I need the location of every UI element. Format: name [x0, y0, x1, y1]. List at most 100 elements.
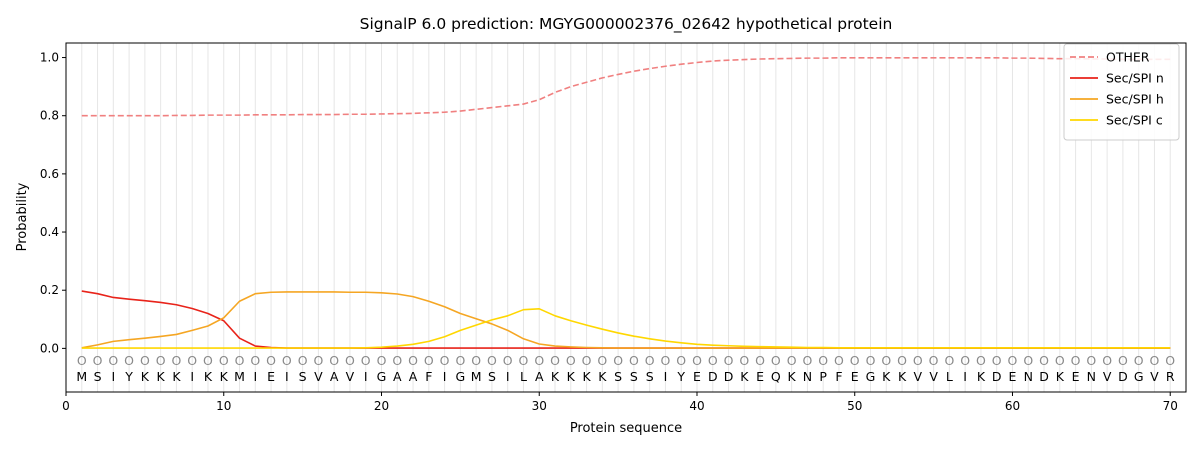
sequence-residue: K [898, 369, 907, 384]
predicted-label: O [313, 353, 323, 368]
sequence-residue: S [614, 369, 622, 384]
sequence-residue: Q [771, 369, 781, 384]
sequence-residue: I [963, 369, 967, 384]
sequence-residue: K [157, 369, 166, 384]
predicted-label: O [250, 353, 260, 368]
sequence-residue: A [330, 369, 339, 384]
sequence-residue: S [299, 369, 307, 384]
predicted-label: O [1150, 353, 1160, 368]
predicted-label: O [503, 353, 513, 368]
sequence-residue: A [535, 369, 544, 384]
sequence-residue: K [220, 369, 229, 384]
sequence-residue: K [551, 369, 560, 384]
predicted-label: O [282, 353, 292, 368]
sequence-residue: E [756, 369, 764, 384]
predicted-label: O [834, 353, 844, 368]
legend-box [1063, 43, 1180, 141]
sequence-residue: S [488, 369, 496, 384]
predicted-label: O [550, 353, 560, 368]
sequence-residue: V [346, 369, 355, 384]
predicted-label: O [1055, 353, 1065, 368]
sequence-residue: E [851, 369, 859, 384]
sequence-residue: I [190, 369, 194, 384]
predicted-label: O [471, 353, 481, 368]
sequence-residue: V [314, 369, 323, 384]
sequence-residue: D [1039, 369, 1049, 384]
sequence-residue: N [1024, 369, 1033, 384]
sequence-residue: I [664, 369, 668, 384]
predicted-label: O [866, 353, 876, 368]
sequence-residue: I [253, 369, 257, 384]
predicted-label: O [802, 353, 812, 368]
sequence-residue: K [740, 369, 749, 384]
sequence-residue: Y [676, 369, 685, 384]
predicted-label: O [755, 353, 765, 368]
sequence-residue: A [409, 369, 418, 384]
predicted-label: O [361, 353, 371, 368]
y-tick-label: 0.4 [40, 225, 59, 239]
predicted-label: O [645, 353, 655, 368]
predicted-label: O [992, 353, 1002, 368]
predicted-label: O [408, 353, 418, 368]
sequence-residue: I [506, 369, 510, 384]
predicted-label: O [976, 353, 986, 368]
predicted-label: O [944, 353, 954, 368]
sequence-residue: Y [124, 369, 133, 384]
predicted-label: O [724, 353, 734, 368]
predicted-label: O [597, 353, 607, 368]
legend-label: Sec/SPI h [1106, 92, 1164, 107]
predicted-label: O [613, 353, 623, 368]
predicted-label: O [156, 353, 166, 368]
predicted-label: O [203, 353, 213, 368]
sequence-residue: K [598, 369, 607, 384]
predicted-label: O [534, 353, 544, 368]
y-tick-label: 0.2 [40, 283, 59, 297]
predicted-label: O [93, 353, 103, 368]
predicted-label: O [519, 353, 529, 368]
sequence-residue: A [393, 369, 402, 384]
sequence-residue: F [835, 369, 842, 384]
sequence-residue: V [914, 369, 923, 384]
series-line-sec-spi-c [81, 308, 1171, 349]
predicted-label: O [818, 353, 828, 368]
predicted-label: O [1102, 353, 1112, 368]
sequence-residue: S [646, 369, 654, 384]
predicted-label: O [1134, 353, 1144, 368]
predicted-label: O [582, 353, 592, 368]
predicted-label: O [1071, 353, 1081, 368]
predicted-label: O [187, 353, 197, 368]
predicted-label: O [124, 353, 134, 368]
predicted-label: O [566, 353, 576, 368]
x-tick-label: 50 [847, 399, 862, 413]
predicted-label: O [661, 353, 671, 368]
predicted-label: O [1086, 353, 1096, 368]
predicted-label: O [377, 353, 387, 368]
sequence-residue: G [1134, 369, 1144, 384]
sequence-residue: G [866, 369, 876, 384]
predicted-label: O [108, 353, 118, 368]
y-tick-label: 0.8 [40, 109, 59, 123]
sequence-residue: K [204, 369, 213, 384]
sequence-residue: D [724, 369, 734, 384]
plot-frame [65, 42, 1187, 393]
legend-label: Sec/SPI c [1106, 113, 1163, 128]
sequence-residue: E [1009, 369, 1017, 384]
series-layer [81, 57, 1171, 349]
x-tick-label: 60 [1005, 399, 1020, 413]
predicted-label: O [140, 353, 150, 368]
series-line-sec-spi-h [81, 291, 1171, 349]
predicted-label: O [219, 353, 229, 368]
predicted-label: O [298, 353, 308, 368]
predicted-label: O [487, 353, 497, 368]
sequence-residue: V [929, 369, 938, 384]
predicted-label: O [739, 353, 749, 368]
y-tick-label: 1.0 [40, 51, 59, 65]
predicted-label: O [266, 353, 276, 368]
sequence-residue: P [819, 369, 827, 384]
predicted-label: O [897, 353, 907, 368]
y-tick-label: 0.0 [40, 341, 59, 355]
predicted-label: O [708, 353, 718, 368]
sequence-residue: L [520, 369, 527, 384]
predicted-label: O [455, 353, 465, 368]
